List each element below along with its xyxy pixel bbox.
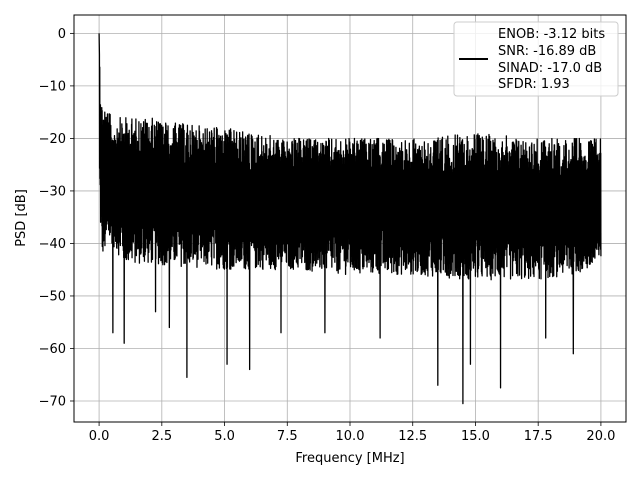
legend-entry-sinad: SINAD: -17.0 dB — [498, 61, 602, 76]
y-tick-label: −70 — [39, 394, 66, 409]
x-tick-label: 15.0 — [461, 429, 490, 444]
y-tick-label: −40 — [39, 237, 66, 252]
legend-entry-sfdr: SFDR: 1.93 — [498, 77, 570, 92]
y-tick-label: −60 — [39, 342, 66, 357]
x-axis-ticks: 0.0 2.5 5.0 7.5 10.0 12.5 15.0 17.5 20.0 — [89, 422, 615, 444]
y-axis-ticks: 0 −10 −20 −30 −40 −50 −60 −70 — [39, 27, 74, 409]
legend: ENOB: -3.12 bits SNR: -16.89 dB SINAD: -… — [453, 21, 619, 97]
x-tick-label: 17.5 — [524, 429, 553, 444]
y-tick-label: −50 — [39, 289, 66, 304]
x-tick-label: 5.0 — [214, 429, 235, 444]
y-tick-label: 0 — [58, 27, 66, 42]
x-tick-label: 7.5 — [277, 429, 298, 444]
y-tick-label: −10 — [39, 79, 66, 94]
legend-box — [453, 21, 619, 97]
y-tick-label: −20 — [39, 132, 66, 147]
y-axis-label: PSD [dB] — [14, 189, 29, 247]
y-tick-label: −30 — [39, 184, 66, 199]
psd-series-line — [98, 33, 602, 405]
x-axis-label: Frequency [MHz] — [295, 451, 404, 466]
x-tick-label: 0.0 — [89, 429, 110, 444]
psd-trace — [98, 33, 602, 405]
x-tick-label: 20.0 — [586, 429, 615, 444]
x-tick-label: 12.5 — [398, 429, 427, 444]
x-tick-label: 10.0 — [336, 429, 365, 444]
x-tick-label: 2.5 — [151, 429, 172, 444]
legend-entry-snr: SNR: -16.89 dB — [498, 44, 596, 59]
legend-entry-enob: ENOB: -3.12 bits — [498, 27, 605, 42]
